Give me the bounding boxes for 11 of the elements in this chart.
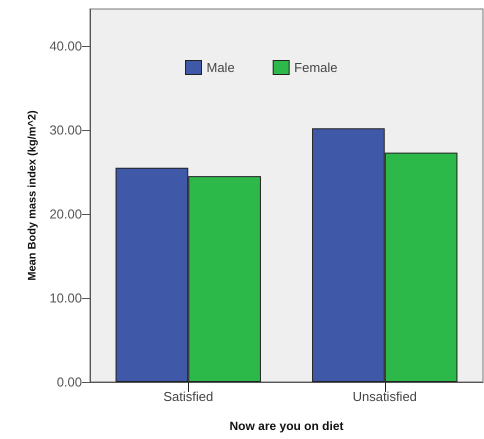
x-tick-label: Unsatisfied (352, 389, 417, 404)
legend-label: Male (206, 60, 235, 75)
x-axis-title: Now are you on diet (229, 419, 344, 433)
y-tick-label: 30.00 (49, 122, 82, 138)
legend-label: Female (294, 60, 338, 75)
y-tick-label: 40.00 (49, 38, 82, 54)
y-tick-label: 10.00 (49, 290, 82, 306)
y-tick-label: 0.00 (56, 374, 82, 390)
x-tick-label: Satisfied (163, 389, 214, 404)
y-axis-title: Mean Body mass index (kg/m^2) (26, 110, 38, 281)
y-tick-label: 20.00 (49, 206, 82, 222)
